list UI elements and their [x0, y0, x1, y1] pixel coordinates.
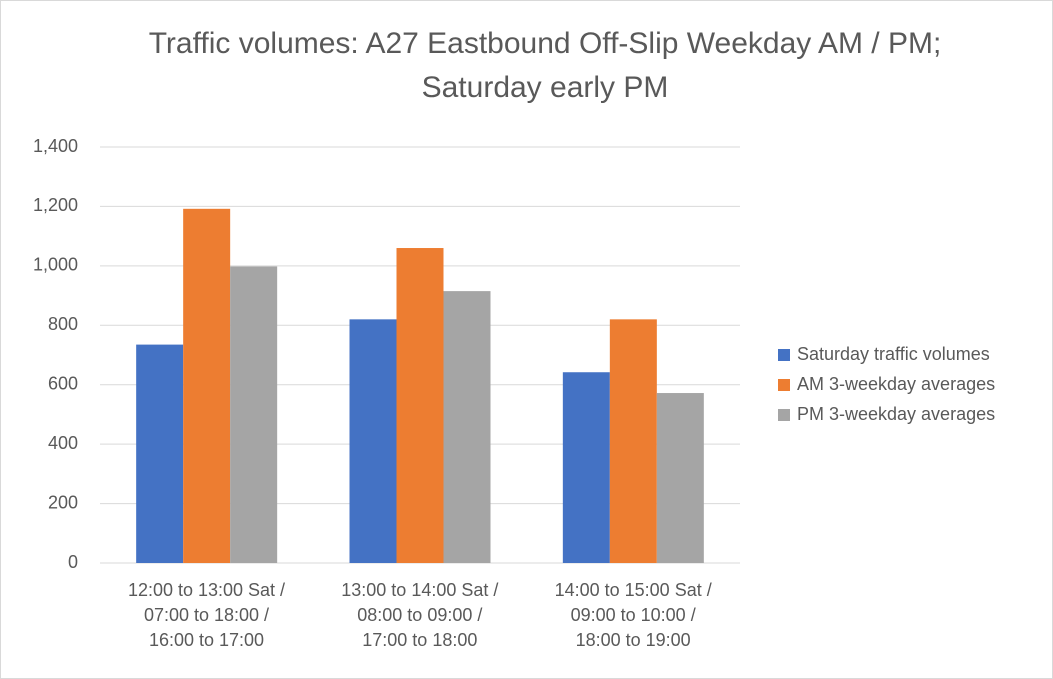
- y-tick-label: 200: [48, 492, 78, 512]
- bar: [136, 344, 184, 563]
- bar: [443, 291, 491, 563]
- legend-label: Saturday traffic volumes: [797, 344, 990, 364]
- y-tick-label: 600: [48, 373, 78, 393]
- legend-label: PM 3-weekday averages: [797, 404, 995, 424]
- bar: [396, 248, 444, 563]
- bar: [609, 319, 657, 563]
- bar: [562, 372, 610, 563]
- bar: [183, 208, 231, 563]
- x-tick-label: 13:00 to 14:00 Sat / 08:00 to 09:00 / 17…: [341, 580, 499, 650]
- y-tick-label: 1,400: [33, 136, 78, 156]
- legend-swatch: [778, 409, 790, 421]
- bar: [349, 319, 397, 563]
- chart-title: Traffic volumes: A27 Eastbound Off-Slip …: [148, 27, 942, 104]
- legend-swatch: [778, 349, 790, 361]
- bar: [656, 393, 704, 563]
- y-tick-label: 400: [48, 433, 78, 453]
- x-tick-label: 12:00 to 13:00 Sat / 07:00 to 18:00 / 16…: [127, 580, 286, 650]
- y-tick-label: 0: [68, 552, 78, 572]
- legend-swatch: [778, 379, 790, 391]
- y-tick-label: 800: [48, 314, 78, 334]
- legend-label: AM 3-weekday averages: [797, 374, 995, 394]
- x-tick-label: 14:00 to 15:00 Sat / 09:00 to 10:00 / 18…: [554, 580, 712, 650]
- y-tick-label: 1,200: [33, 195, 78, 215]
- y-tick-label: 1,000: [33, 255, 78, 275]
- bar: [230, 266, 278, 563]
